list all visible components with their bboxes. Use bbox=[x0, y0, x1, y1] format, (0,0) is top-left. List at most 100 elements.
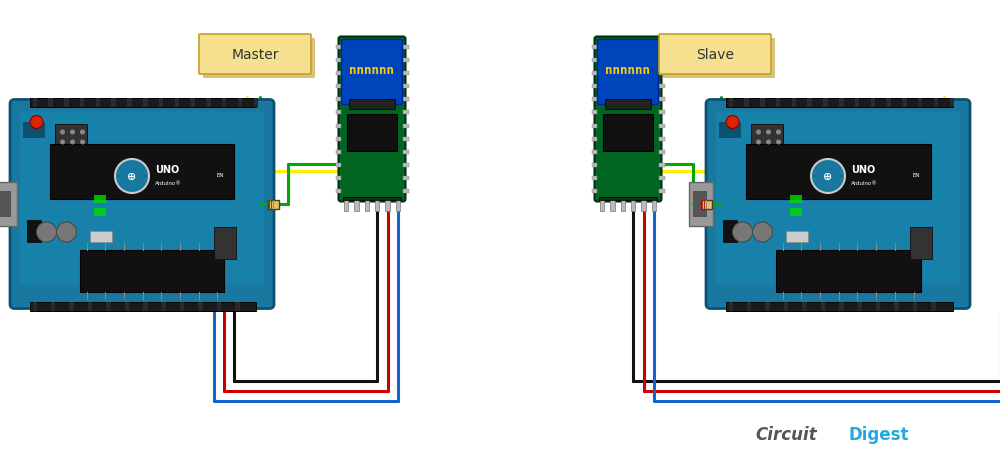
Bar bbox=[807, 98, 812, 107]
Bar bbox=[198, 302, 203, 311]
Bar bbox=[599, 197, 657, 201]
Bar bbox=[336, 190, 341, 194]
Text: nnnnnn: nnnnnn bbox=[606, 63, 650, 76]
Bar bbox=[403, 111, 409, 115]
Bar bbox=[403, 124, 409, 128]
Bar bbox=[161, 302, 166, 311]
Bar bbox=[659, 151, 665, 154]
Circle shape bbox=[80, 140, 85, 145]
Bar bbox=[765, 302, 770, 311]
Bar bbox=[934, 98, 938, 107]
Bar bbox=[403, 59, 409, 63]
Bar bbox=[403, 72, 409, 76]
FancyBboxPatch shape bbox=[342, 40, 403, 105]
Text: UNO: UNO bbox=[155, 165, 179, 174]
Bar bbox=[344, 199, 348, 212]
Bar bbox=[32, 302, 37, 311]
Bar bbox=[90, 231, 112, 242]
Bar bbox=[747, 302, 751, 311]
Bar bbox=[375, 199, 379, 212]
Bar bbox=[50, 145, 234, 200]
Text: Circuit: Circuit bbox=[755, 425, 817, 443]
Text: ⊕: ⊕ bbox=[127, 172, 137, 182]
Bar bbox=[30, 98, 256, 107]
Bar bbox=[702, 200, 703, 209]
Bar bbox=[127, 98, 132, 107]
FancyBboxPatch shape bbox=[10, 100, 274, 309]
Bar bbox=[902, 98, 907, 107]
Bar bbox=[0, 191, 11, 218]
Bar bbox=[51, 302, 55, 311]
Circle shape bbox=[811, 160, 845, 194]
Bar bbox=[603, 115, 653, 151]
Circle shape bbox=[60, 130, 65, 135]
Bar bbox=[125, 302, 129, 311]
Bar bbox=[792, 98, 796, 107]
Bar bbox=[0, 183, 16, 226]
Bar bbox=[726, 302, 952, 311]
Bar bbox=[96, 98, 100, 107]
Bar bbox=[790, 196, 802, 203]
Bar bbox=[336, 98, 341, 102]
Bar bbox=[94, 196, 106, 203]
Text: Arduino®: Arduino® bbox=[851, 181, 878, 186]
FancyBboxPatch shape bbox=[663, 39, 775, 79]
Bar bbox=[254, 98, 258, 107]
Circle shape bbox=[756, 140, 761, 145]
Bar bbox=[336, 163, 341, 168]
Bar bbox=[605, 100, 651, 110]
Bar bbox=[336, 137, 341, 141]
Bar bbox=[876, 302, 880, 311]
Bar bbox=[746, 145, 930, 200]
Circle shape bbox=[776, 140, 781, 145]
Bar bbox=[69, 302, 74, 311]
Bar bbox=[886, 98, 891, 107]
Bar bbox=[222, 98, 226, 107]
Bar bbox=[592, 124, 597, 128]
Bar bbox=[910, 228, 932, 259]
Circle shape bbox=[60, 140, 65, 145]
Bar bbox=[704, 200, 705, 209]
Bar bbox=[32, 98, 37, 107]
Bar bbox=[336, 46, 341, 50]
Bar bbox=[349, 100, 395, 110]
Bar bbox=[403, 98, 409, 102]
Bar bbox=[701, 200, 712, 209]
Bar bbox=[111, 98, 116, 107]
Bar bbox=[621, 199, 625, 212]
Bar bbox=[659, 177, 665, 180]
FancyBboxPatch shape bbox=[598, 40, 659, 105]
Bar bbox=[354, 199, 359, 212]
Bar bbox=[728, 98, 733, 107]
Text: nnnnnn: nnnnnn bbox=[350, 63, 394, 76]
FancyBboxPatch shape bbox=[20, 112, 264, 285]
Bar bbox=[913, 302, 917, 311]
Circle shape bbox=[756, 130, 761, 135]
Bar bbox=[403, 46, 409, 50]
Bar bbox=[659, 124, 665, 128]
Bar bbox=[143, 98, 148, 107]
Bar bbox=[159, 98, 163, 107]
Bar bbox=[235, 302, 240, 311]
Text: ⊕: ⊕ bbox=[823, 172, 833, 182]
Text: EN: EN bbox=[912, 173, 920, 178]
Bar bbox=[857, 302, 862, 311]
Bar bbox=[728, 302, 733, 311]
Bar bbox=[403, 177, 409, 180]
Bar bbox=[659, 85, 665, 89]
Bar bbox=[839, 98, 844, 107]
Circle shape bbox=[36, 223, 56, 242]
Bar bbox=[751, 125, 783, 147]
Bar bbox=[592, 85, 597, 89]
Bar bbox=[26, 220, 40, 242]
FancyBboxPatch shape bbox=[199, 35, 311, 75]
Bar bbox=[839, 302, 844, 311]
Circle shape bbox=[80, 130, 85, 135]
Bar bbox=[214, 228, 236, 259]
Bar bbox=[336, 72, 341, 76]
Bar bbox=[855, 98, 859, 107]
Bar bbox=[652, 199, 656, 212]
Bar bbox=[802, 302, 807, 311]
Bar bbox=[689, 183, 713, 226]
Bar bbox=[88, 302, 92, 311]
